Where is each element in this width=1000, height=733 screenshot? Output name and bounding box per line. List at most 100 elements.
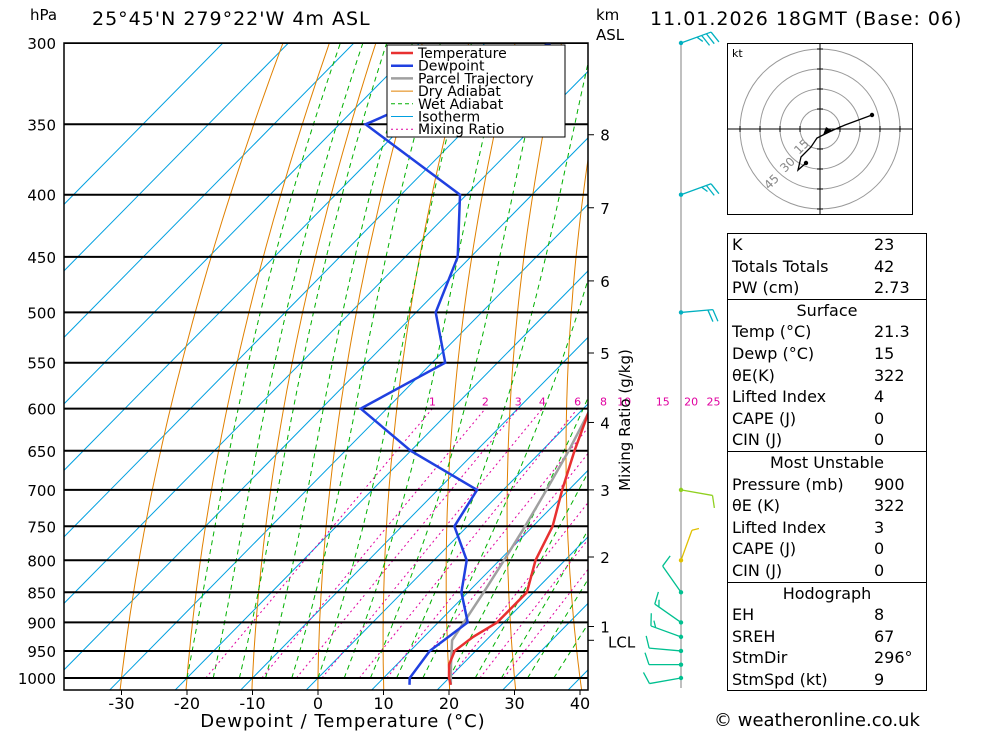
datetime-label: 11.01.2026 18GMT (Base: 06)	[650, 8, 963, 30]
mixing-ratio-line	[261, 408, 486, 679]
index-label: θE(K)	[732, 365, 775, 385]
km-tick-label: 8	[600, 127, 610, 145]
series-temperature	[447, 410, 588, 686]
index-label: SREH	[732, 626, 776, 646]
index-label: StmDir	[732, 648, 788, 668]
legend-item-label: Parcel Trajectory	[418, 71, 534, 87]
wind-barb-flag	[707, 309, 714, 322]
mixing-ratio-label: 15	[656, 396, 670, 409]
pressure-tick-label: 450	[27, 249, 56, 267]
wind-barb-staff	[680, 530, 693, 561]
index-row: K 23	[728, 234, 927, 256]
isotherm-line	[64, 43, 290, 272]
index-row: Totals Totals 42	[728, 256, 927, 278]
isotherm-line	[64, 70, 588, 605]
dry-adiabat-line	[382, 43, 470, 690]
lcl-label: LCL	[608, 633, 636, 651]
wind-barb-staff	[649, 647, 682, 652]
index-value: 0	[874, 539, 885, 559]
pressure-tick-label: 800	[27, 552, 56, 570]
storm-motion-marker	[823, 127, 833, 135]
isotherm-line	[64, 43, 224, 206]
index-label: CIN (J)	[732, 430, 783, 450]
isotherm-line	[64, 43, 355, 339]
surface-row: CAPE (J) 0	[728, 408, 927, 430]
isotherm-line	[436, 536, 588, 690]
index-value: 0	[874, 560, 885, 580]
wind-barb-flag	[712, 309, 719, 322]
wind-barb-staff	[650, 625, 682, 638]
wind-barb-flag	[705, 33, 715, 45]
section-most-unstable: Most Unstable	[727, 450, 927, 474]
wet-adiabat-line	[265, 43, 413, 679]
dry-adiabat-line	[251, 43, 377, 690]
section-hodograph: Hodograph	[727, 581, 927, 605]
pressure-tick-label: 600	[27, 401, 56, 419]
index-value: 15	[874, 343, 895, 363]
section-title: Surface	[727, 298, 927, 322]
surface-row: Temp (°C) 21.3	[728, 321, 927, 343]
wind-barb-flag	[701, 186, 708, 192]
surface-row: θE(K) 322	[728, 365, 927, 387]
legend-item-label: Wet Adiabat	[418, 97, 504, 113]
wind-barb-flag	[701, 35, 711, 46]
dry-adiabat-line	[119, 43, 284, 690]
most-unstable-row: Pressure (mb) 900	[728, 474, 927, 496]
mixing-ratio-label: 20	[684, 396, 698, 409]
mixing-ratio-axis-label: Mixing Ratio (g/kg)	[616, 349, 634, 491]
pressure-unit-label: hPa	[30, 6, 58, 24]
temperature-tick-label: 30	[504, 694, 524, 713]
wind-barb-staff	[662, 565, 682, 593]
pressure-tick-label: 400	[27, 187, 56, 205]
dry-adiabat-line	[185, 43, 330, 690]
plot-area	[64, 7, 1000, 699]
isotherm-line	[239, 336, 588, 690]
index-value: 4	[874, 387, 885, 407]
mixing-ratio-label: 4	[539, 396, 546, 409]
section-surface: Surface	[727, 298, 927, 322]
wet-adiabat-line	[500, 529, 588, 679]
wind-barb-flag	[662, 555, 671, 567]
temperature-tick-label: 20	[439, 694, 459, 713]
legend-item-label: Isotherm	[418, 110, 480, 126]
pressure-tick-label: 1000	[18, 670, 56, 688]
km-tick-label: 1	[600, 619, 610, 637]
pressure-tick-label: 850	[27, 584, 56, 602]
wind-barb-flag	[644, 652, 650, 665]
km-tick-label: 2	[600, 549, 610, 567]
index-value: 0	[874, 430, 885, 450]
most-unstable-row: CIN (J) 0	[728, 560, 927, 582]
height-unit-km: km	[596, 6, 620, 24]
temperature-tick-label: 10	[373, 694, 393, 713]
index-value: 3	[874, 517, 885, 537]
wet-adiabat-line	[422, 278, 588, 679]
most-unstable-row: Lifted Index 3	[728, 517, 927, 539]
index-label: EH	[732, 605, 755, 625]
isotherm-line	[370, 469, 588, 690]
section-title: Hodograph	[727, 581, 927, 605]
pressure-tick-label: 650	[27, 443, 56, 461]
pressure-tick-label: 900	[27, 614, 56, 632]
wind-barb-flag	[710, 31, 720, 43]
x-axis-label: Dewpoint / Temperature (°C)	[200, 711, 485, 732]
wind-barb-staff	[654, 603, 682, 623]
mixing-ratio-label: 3	[515, 396, 522, 409]
plot-frame	[63, 42, 589, 691]
index-value: 2.73	[874, 278, 910, 298]
dry-adiabat-line	[565, 156, 588, 690]
temperature-tick-label: -10	[239, 694, 265, 713]
km-tick-label: 7	[600, 200, 610, 218]
wet-adiabat-line	[527, 578, 588, 679]
legend-item-label: Dry Adiabat	[418, 84, 501, 100]
temperature-tick-label: 40	[570, 694, 590, 713]
index-label: CAPE (J)	[732, 408, 797, 428]
hodograph-start-dot	[803, 160, 809, 166]
index-label: StmSpd (kt)	[732, 669, 828, 689]
wind-barb-staff	[680, 308, 713, 314]
wind-barb-staff	[680, 489, 713, 497]
dry-adiabat-line	[933, 7, 1000, 699]
dry-adiabat-line	[679, 7, 716, 699]
wet-adiabat-line	[238, 43, 388, 679]
